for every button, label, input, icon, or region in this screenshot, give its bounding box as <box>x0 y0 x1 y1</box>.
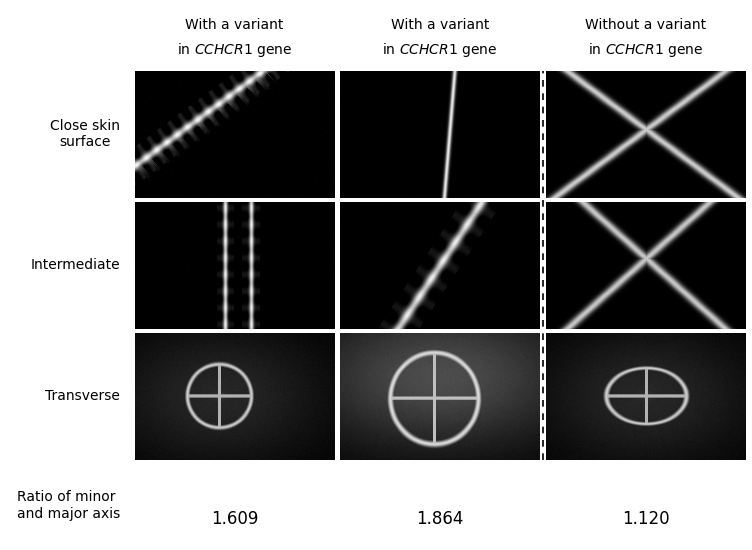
Text: With a variant: With a variant <box>185 18 284 32</box>
Text: Close skin
surface: Close skin surface <box>50 119 120 150</box>
Text: Transverse: Transverse <box>45 389 120 404</box>
Text: Intermediate: Intermediate <box>31 258 120 272</box>
Text: in $\it{CCHCR1}$ gene: in $\it{CCHCR1}$ gene <box>177 41 292 59</box>
Text: Ratio of minor
and major axis: Ratio of minor and major axis <box>17 491 120 520</box>
Text: 1.864: 1.864 <box>417 510 463 528</box>
Text: With a variant: With a variant <box>391 18 489 32</box>
Text: 1.120: 1.120 <box>622 510 669 528</box>
Text: in $\it{CCHCR1}$ gene: in $\it{CCHCR1}$ gene <box>588 41 703 59</box>
Text: in $\it{CCHCR1}$ gene: in $\it{CCHCR1}$ gene <box>382 41 498 59</box>
Text: 1.609: 1.609 <box>211 510 258 528</box>
Text: Without a variant: Without a variant <box>585 18 706 32</box>
